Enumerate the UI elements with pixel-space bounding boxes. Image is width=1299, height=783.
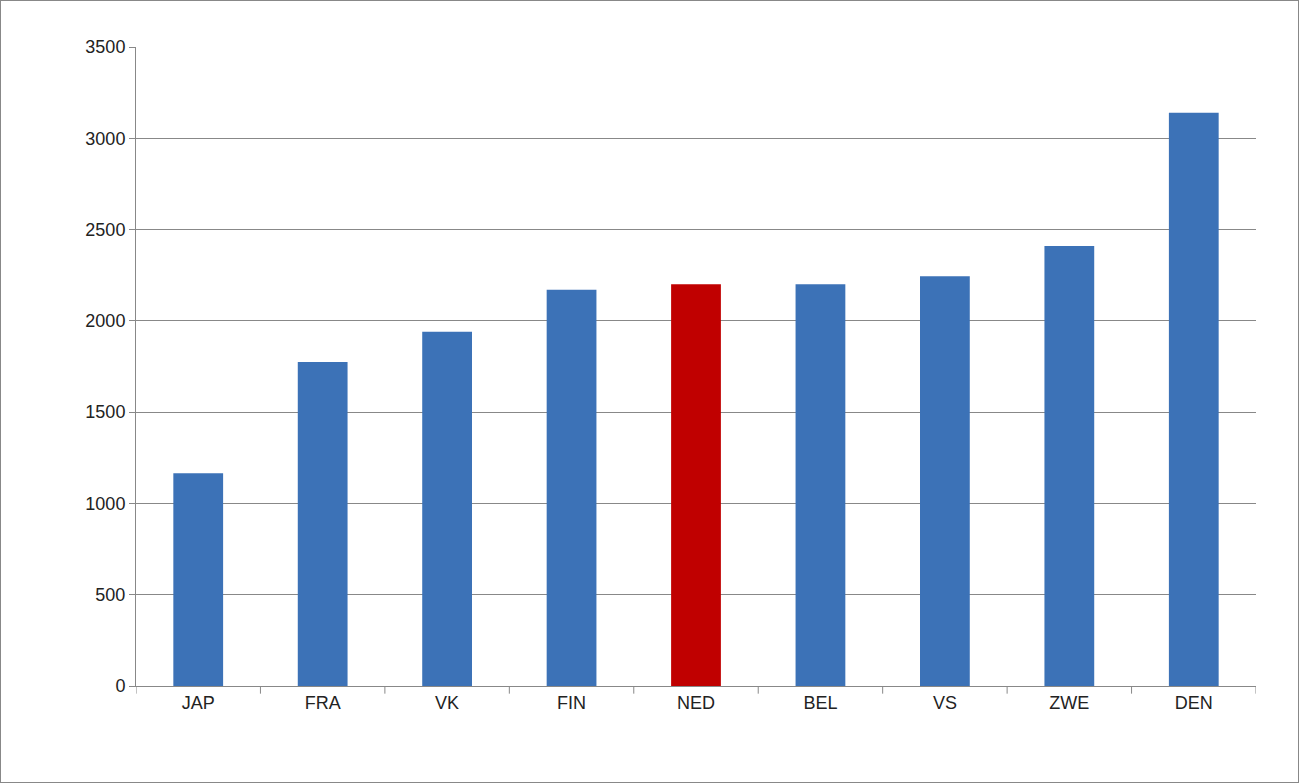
svg-text:500: 500: [95, 585, 125, 605]
svg-text:VS: VS: [933, 693, 957, 713]
svg-text:2000: 2000: [85, 311, 125, 331]
svg-text:0: 0: [115, 676, 125, 696]
svg-text:FRA: FRA: [305, 693, 341, 713]
svg-text:VK: VK: [435, 693, 459, 713]
svg-text:JAP: JAP: [182, 693, 215, 713]
svg-text:DEN: DEN: [1175, 693, 1213, 713]
svg-text:3500: 3500: [85, 37, 125, 57]
svg-text:FIN: FIN: [557, 693, 586, 713]
svg-text:2500: 2500: [85, 220, 125, 240]
svg-text:1500: 1500: [85, 402, 125, 422]
svg-text:ZWE: ZWE: [1049, 693, 1089, 713]
svg-text:NED: NED: [677, 693, 715, 713]
svg-text:3000: 3000: [85, 129, 125, 149]
svg-text:BEL: BEL: [803, 693, 837, 713]
svg-text:1000: 1000: [85, 494, 125, 514]
